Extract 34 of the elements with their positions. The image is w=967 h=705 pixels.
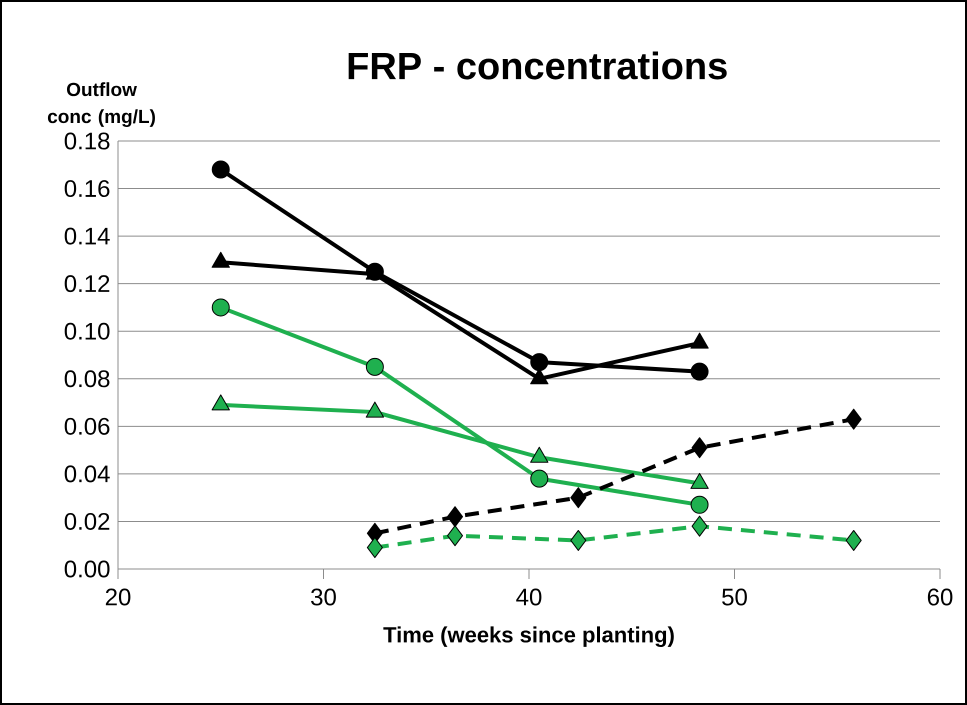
y-tick-label: 0.12 [64, 275, 110, 292]
point [690, 496, 709, 514]
y-axis-title: Outflow conc (mg/L) [48, 82, 155, 128]
y-tick-label: 0.06 [64, 418, 110, 435]
y-tick-label: 0.08 [64, 370, 110, 388]
point [690, 362, 709, 381]
y-tick-label: 0.16 [64, 180, 110, 198]
point [366, 537, 383, 558]
point [212, 298, 230, 316]
x-axis-title: Time (weeks since planting) [383, 626, 674, 647]
point [846, 530, 862, 551]
x-tick-label: 60 [928, 588, 952, 606]
y-tick-label: 0.18 [64, 132, 110, 150]
point [570, 530, 586, 551]
point [366, 358, 384, 376]
point [530, 353, 548, 372]
y-tick-label: 0.10 [64, 322, 110, 340]
point [447, 506, 464, 528]
chart-title: FRP - concentrations [348, 52, 727, 80]
y-tick-label: 0.00 [64, 560, 110, 578]
point [570, 487, 586, 508]
x-tick-label: 50 [722, 588, 747, 606]
point [692, 516, 708, 537]
x-tick-label: 40 [516, 588, 542, 606]
y-tick-label: 0.14 [64, 228, 110, 245]
x-tick-label: 30 [311, 588, 336, 606]
point [447, 525, 464, 546]
x-tick-label: 20 [106, 588, 130, 606]
y-tick-label: 0.04 [64, 465, 110, 482]
point [692, 437, 708, 458]
point [212, 160, 230, 179]
point [846, 408, 862, 430]
y-tick-label: 0.02 [64, 512, 110, 530]
point [530, 470, 548, 488]
